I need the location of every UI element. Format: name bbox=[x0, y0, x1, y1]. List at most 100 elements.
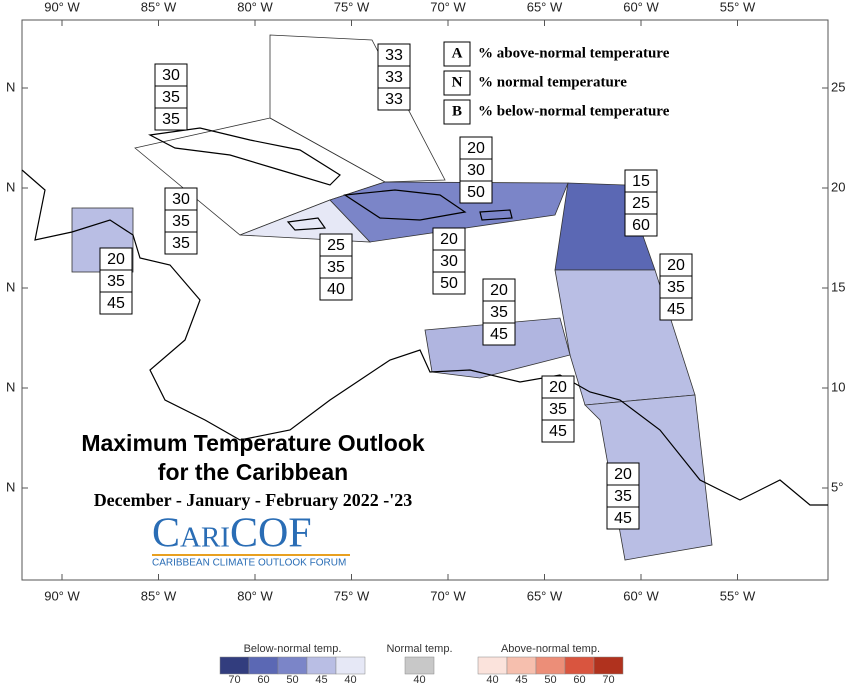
lat-label: N bbox=[6, 479, 15, 494]
logo-tagline: CARIBBEAN CLIMATE OUTLOOK FORUM bbox=[152, 558, 346, 569]
lon-label: 90° W bbox=[44, 0, 80, 14]
outlook-value: 33 bbox=[385, 47, 403, 64]
outlook-value: 45 bbox=[549, 423, 567, 440]
colorbar-swatch bbox=[593, 656, 624, 675]
lat-label: N bbox=[6, 379, 15, 394]
lon-label: 65° W bbox=[527, 588, 563, 603]
lon-label: 70° W bbox=[430, 588, 466, 603]
lat-label: 10 bbox=[831, 379, 845, 394]
outlook-cell bbox=[377, 87, 411, 111]
colorbar-tick: 50 bbox=[286, 674, 298, 684]
outlook-value: 25 bbox=[632, 195, 650, 212]
outlook-value: 33 bbox=[385, 91, 403, 108]
colorbar-tick: 45 bbox=[315, 674, 327, 684]
outlook-value: 35 bbox=[614, 488, 632, 505]
lon-label: 85° W bbox=[141, 588, 177, 603]
colorbar-swatch bbox=[248, 656, 279, 675]
outlook-value: 35 bbox=[162, 111, 180, 128]
lon-label: 90° W bbox=[44, 588, 80, 603]
outlook-cell bbox=[459, 180, 493, 204]
outlook-cell bbox=[164, 231, 198, 255]
outlook-value: 35 bbox=[107, 273, 125, 290]
outlook-cell bbox=[659, 297, 693, 321]
lon-label: 55° W bbox=[720, 588, 756, 603]
lon-label: 75° W bbox=[334, 0, 370, 14]
outlook-value: 20 bbox=[440, 231, 458, 248]
colorbar-label: Normal temp. bbox=[386, 643, 452, 655]
lon-label: 60° W bbox=[623, 0, 659, 14]
region-guianas bbox=[584, 394, 713, 561]
hispaniola bbox=[343, 189, 467, 221]
outlook-cell bbox=[606, 506, 640, 530]
colorbar-tick: 40 bbox=[344, 674, 356, 684]
outlook-value: 35 bbox=[172, 235, 190, 252]
key-letter: N bbox=[452, 74, 463, 90]
key-letter: B bbox=[452, 103, 462, 119]
annotations: 90° W 85° W 80° W 75° W 70° W 65° W 60° W 55° W… bbox=[6, 0, 845, 684]
outlook-value: 35 bbox=[667, 279, 685, 296]
outlook-value: 35 bbox=[327, 259, 345, 276]
colorbar-tick: 40 bbox=[486, 674, 498, 684]
key-text: % above-normal temperature bbox=[478, 45, 670, 61]
lon-label: 75° W bbox=[334, 588, 370, 603]
lat-label: N bbox=[6, 279, 15, 294]
outlook-cell bbox=[624, 213, 658, 237]
mainland-coast bbox=[21, 169, 828, 506]
outlook-cell bbox=[319, 277, 353, 301]
outlook-value: 35 bbox=[549, 401, 567, 418]
graticule bbox=[22, 20, 828, 580]
outlook-value: 35 bbox=[162, 89, 180, 106]
outlook-value: 35 bbox=[172, 213, 190, 230]
colorbar-tick: 70 bbox=[228, 674, 240, 684]
colorbar-swatch bbox=[277, 656, 308, 675]
outlook-value: 45 bbox=[614, 510, 632, 527]
colorbar-tick: 45 bbox=[515, 674, 527, 684]
key-box bbox=[443, 70, 471, 96]
outlook-value: 30 bbox=[440, 253, 458, 270]
puerto-rico bbox=[479, 209, 513, 221]
lon-label: 85° W bbox=[141, 0, 177, 14]
key-text: % normal temperature bbox=[478, 74, 627, 90]
outlook-cell bbox=[99, 291, 133, 315]
colorbar-swatch bbox=[564, 656, 595, 675]
outlook-value: 50 bbox=[440, 275, 458, 292]
coastlines bbox=[21, 127, 828, 506]
region-abc bbox=[424, 317, 571, 379]
outlook-value: 33 bbox=[385, 69, 403, 86]
lon-label: 55° W bbox=[720, 0, 756, 14]
colorbar-tick: 60 bbox=[573, 674, 585, 684]
lat-label: 20 bbox=[831, 179, 845, 194]
lon-label: 70° W bbox=[430, 0, 466, 14]
logo-name: CariCOF bbox=[152, 511, 312, 557]
outlook-value: 30 bbox=[162, 67, 180, 84]
colorbar-tick: 60 bbox=[257, 674, 269, 684]
key-letter: A bbox=[452, 45, 463, 61]
colorbar-swatch bbox=[219, 656, 250, 675]
outlook-value: 45 bbox=[107, 295, 125, 312]
outlook-cell bbox=[432, 271, 466, 295]
lat-label: 5° bbox=[831, 479, 843, 494]
region-bahamas bbox=[269, 34, 446, 183]
outlook-value: 20 bbox=[614, 466, 632, 483]
key-text: % below-normal temperature bbox=[478, 103, 670, 119]
colorbar-swatch bbox=[306, 656, 337, 675]
colorbar-label: Below-normal temp. bbox=[244, 643, 342, 655]
subtitle: December - January - February 2022 -'23 bbox=[94, 490, 413, 510]
region-hispaniola bbox=[329, 181, 569, 243]
outlook-cell bbox=[541, 419, 575, 443]
jamaica bbox=[286, 217, 327, 231]
outlook-value: 50 bbox=[467, 184, 485, 201]
title-line: Maximum Temperature Outlook bbox=[81, 430, 425, 456]
outlook-value: 20 bbox=[467, 140, 485, 157]
colorbar-label: Above-normal temp. bbox=[501, 643, 600, 655]
outlook-value: 25 bbox=[327, 237, 345, 254]
colorbar-tick: 50 bbox=[544, 674, 556, 684]
lon-label: 60° W bbox=[623, 588, 659, 603]
outlook-cell bbox=[154, 107, 188, 131]
key-box bbox=[443, 99, 471, 125]
outlook-value: 45 bbox=[667, 301, 685, 318]
colorbar-swatch bbox=[506, 656, 537, 675]
outlook-value: 30 bbox=[467, 162, 485, 179]
lon-label: 80° W bbox=[237, 588, 273, 603]
